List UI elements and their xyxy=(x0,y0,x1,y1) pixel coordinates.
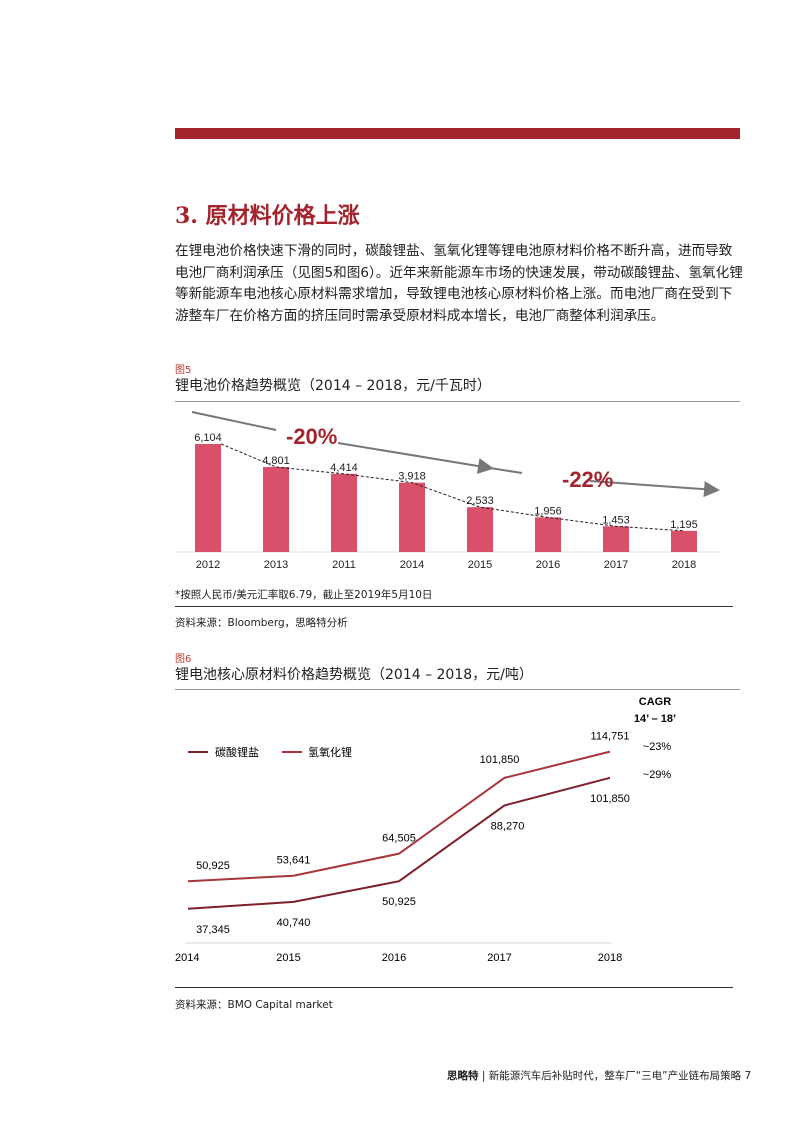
bar-value-label: 6,104 xyxy=(194,432,222,444)
footer-brand: 思略特 xyxy=(447,1070,479,1082)
bar xyxy=(467,507,493,552)
x-tick-label: 2015 xyxy=(468,559,492,571)
data-label: 101,850 xyxy=(480,754,520,766)
x-tick-label: 2015 xyxy=(276,952,300,964)
section-title: 3. 原材料价格上涨 xyxy=(175,203,360,229)
figure5-footnote: *按照人民币/美元汇率取6.79，截止至2019年5月10日 xyxy=(175,589,433,601)
bar xyxy=(195,443,221,552)
data-label: 50,925 xyxy=(196,860,230,872)
series-line xyxy=(187,776,611,910)
data-label: 40,740 xyxy=(277,917,311,929)
x-tick-label: 2016 xyxy=(536,559,560,571)
data-label: 37,345 xyxy=(196,924,230,936)
figure6-label: 图6 xyxy=(175,654,192,665)
cagr-value: ~29% xyxy=(643,769,672,781)
bar xyxy=(263,467,289,552)
battery-price-bar-chart: 6,104 2012 4,801 2013 4,414 2011 3,918 2014 2,53… xyxy=(175,411,720,571)
trend-arrow-segment xyxy=(191,411,277,431)
bar-value-label: 1,195 xyxy=(670,519,698,531)
figure6-title: 锂电池核心原材料价格趋势概览（2014 – 2018，元/吨） xyxy=(175,667,533,683)
x-tick-label: 2018 xyxy=(672,559,696,571)
trend-arrow xyxy=(589,480,720,498)
figure6-rule xyxy=(175,987,733,988)
data-label: 50,925 xyxy=(382,896,416,908)
x-tick-label: 2018 xyxy=(598,952,622,964)
cagr-value: ~23% xyxy=(643,741,672,753)
footer-text: | 新能源汽车后补贴时代，整车厂“三电”产业链布局策略 xyxy=(481,1070,742,1082)
bar-value-label: 4,801 xyxy=(262,455,290,467)
x-tick-label: 2012 xyxy=(196,559,220,571)
figure5-title-rule xyxy=(175,401,740,402)
bar xyxy=(603,526,629,552)
annotation-minus-22: -22% xyxy=(562,467,613,492)
bar-value-label: 1,956 xyxy=(534,505,562,517)
data-label: 88,270 xyxy=(491,820,525,832)
figure5-rule xyxy=(175,606,733,607)
figure5-label: 图5 xyxy=(175,365,192,376)
figure5-source: 资料来源：Bloomberg，思略特分析 xyxy=(175,617,348,629)
series-line xyxy=(187,750,611,883)
x-tick-label: 2017 xyxy=(604,559,628,571)
figure6-source: 资料来源：BMO Capital market xyxy=(175,999,333,1011)
data-label: 114,751 xyxy=(591,731,630,743)
cagr-title: CAGR xyxy=(639,696,671,708)
bar xyxy=(331,473,357,552)
raw-material-line-chart: 2014 2015 2016 2017 2018 37,345 40,740 50,925 88… xyxy=(175,696,676,964)
x-tick-label: 2014 xyxy=(175,952,199,964)
x-tick-label: 2017 xyxy=(487,952,511,964)
bar-value-label: 1,453 xyxy=(602,514,630,526)
legend-label: 碳酸锂盐 xyxy=(215,745,259,759)
bar-value-label: 2,533 xyxy=(466,495,494,507)
header-bar xyxy=(175,128,740,139)
data-label: 64,505 xyxy=(382,833,416,845)
data-label: 101,850 xyxy=(590,793,630,805)
page-number: 7 xyxy=(744,1070,752,1082)
x-tick-label: 2013 xyxy=(264,559,288,571)
trend-dashed-line xyxy=(220,443,685,532)
x-tick-label: 2014 xyxy=(400,559,424,571)
annotation-minus-20: -20% xyxy=(286,424,337,449)
bar xyxy=(399,482,425,552)
figure5-title: 锂电池价格趋势概览（2014 – 2018，元/千瓦时） xyxy=(175,378,491,394)
figure6-title-rule xyxy=(175,689,740,690)
trend-arrow-segment xyxy=(489,467,523,474)
trend-arrow xyxy=(337,442,494,474)
bar-value-label: 3,918 xyxy=(398,471,426,483)
bar xyxy=(671,530,697,552)
data-label: 53,641 xyxy=(277,855,311,867)
page-footer: 思略特 | 新能源汽车后补贴时代，整车厂“三电”产业链布局策略 7 xyxy=(447,1068,751,1083)
bar-value-label: 4,414 xyxy=(330,462,358,474)
cagr-period: 14’ – 18’ xyxy=(634,713,676,725)
bar xyxy=(535,517,561,552)
legend-label: 氢氧化锂 xyxy=(308,745,352,759)
section-paragraph: 在锂电池价格快速下滑的同时，碳酸锂盐、氢氧化锂等锂电池原材料价格不断升高，进而导… xyxy=(175,243,743,324)
x-tick-label: 2011 xyxy=(332,559,356,571)
x-tick-label: 2016 xyxy=(382,952,406,964)
